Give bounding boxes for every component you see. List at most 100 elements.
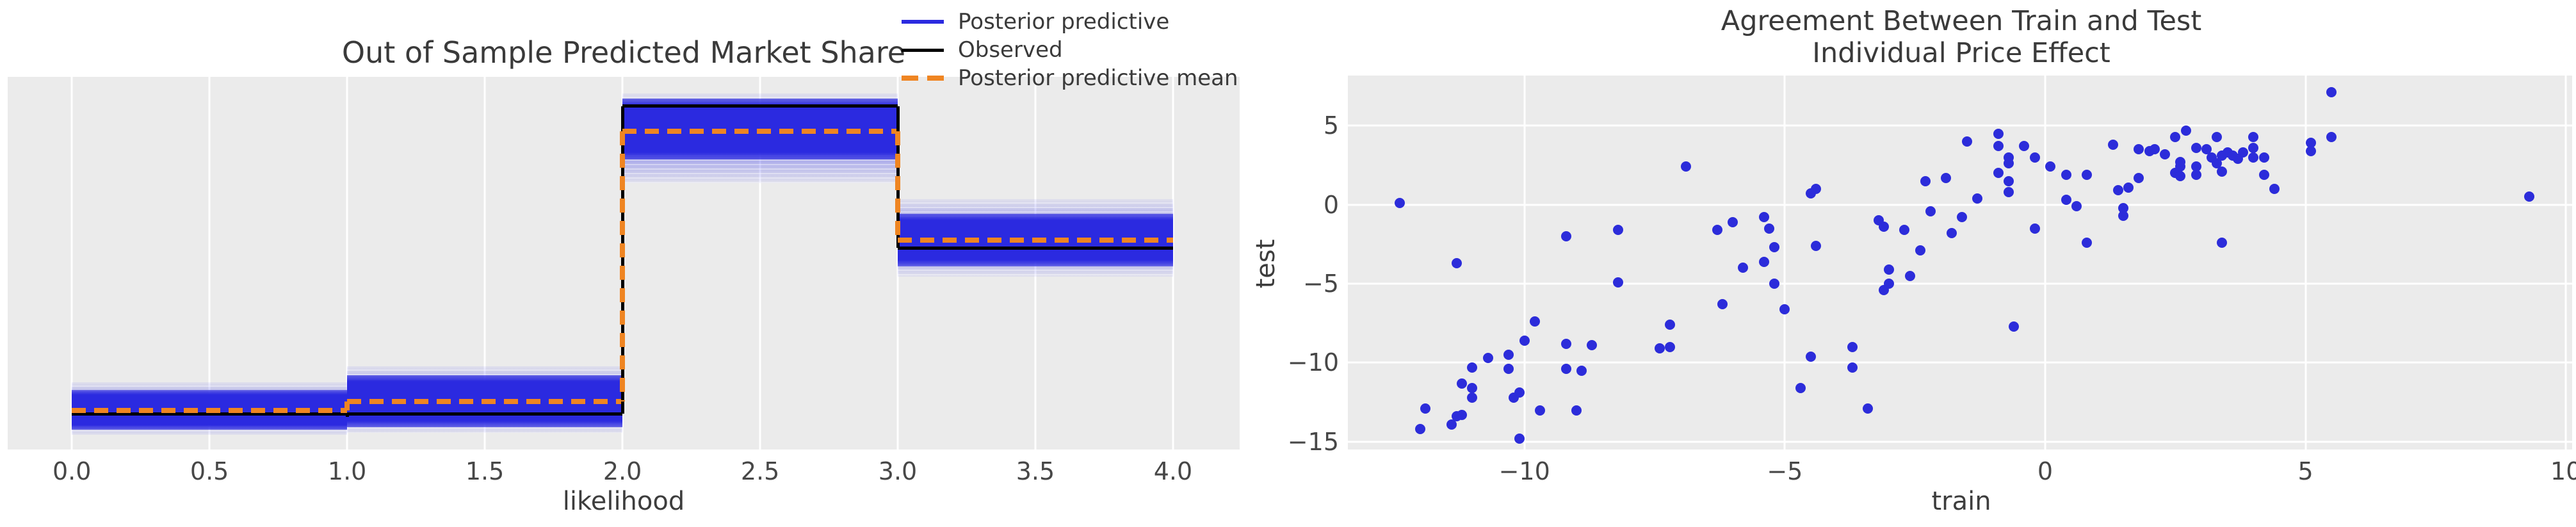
scatter-point (2170, 131, 2181, 142)
x-gridline (759, 77, 761, 450)
x-gridline (1172, 77, 1174, 450)
legend-item-posterior-predictive-mean: Posterior predictive mean (902, 64, 1238, 92)
scatter-point (1665, 341, 1676, 352)
scatter-point (1847, 341, 1858, 352)
scatter-point (1915, 245, 1925, 256)
scatter-point (2134, 172, 2144, 183)
observed-line (347, 412, 623, 416)
scatter-point (1956, 212, 1967, 223)
x-tick-label: 10 (2550, 457, 2576, 485)
scatter-point (2134, 144, 2144, 155)
right-plot-title: Agreement Between Train and Test Individ… (1721, 5, 2201, 69)
x-tick-label: −10 (1498, 457, 1550, 485)
scatter-point (1509, 392, 1519, 403)
scatter-point (2175, 171, 2186, 182)
scatter-point (2082, 169, 2093, 180)
y-gridline (1348, 441, 2572, 443)
scatter-point (1795, 382, 1806, 393)
scatter-point (2258, 152, 2269, 163)
scatter-point (2160, 149, 2171, 159)
y-gridline (1348, 282, 2572, 285)
scatter-point (1665, 320, 1676, 330)
y-gridline (1348, 124, 2572, 127)
scatter-point (2248, 142, 2259, 153)
x-tick-label: 0.5 (190, 457, 229, 485)
x-tick-label: 0 (2037, 457, 2054, 485)
scatter-point (1758, 256, 1769, 267)
left-xlabel: likelihood (562, 487, 685, 516)
scatter-point (2112, 185, 2123, 196)
posterior-predictive-mean-line (622, 128, 898, 134)
scatter-point (1613, 225, 1624, 236)
scatter-point (1779, 304, 1790, 314)
scatter-point (1805, 351, 1816, 362)
mean-step-connector (344, 401, 350, 410)
scatter-point (2212, 158, 2223, 169)
scatter-point (2123, 182, 2134, 193)
scatter-point (2217, 166, 2228, 177)
scatter-point (1899, 225, 1910, 236)
observed-step-connector (345, 414, 349, 418)
right-ylabel: test (1251, 239, 1281, 289)
scatter-point (1457, 378, 1468, 389)
scatter-point (2019, 141, 2030, 152)
scatter-point (1805, 188, 1816, 199)
x-gridline (346, 77, 348, 450)
scatter-point (2326, 131, 2337, 142)
scatter-point (1993, 141, 2004, 152)
scatter-point (2238, 147, 2248, 158)
scatter-point (1712, 225, 1722, 236)
scatter-point (1680, 161, 1691, 172)
legend-label: Observed (958, 37, 1063, 63)
mean-step-connector (620, 131, 626, 401)
scatter-point (2248, 152, 2259, 163)
x-tick-label: 4.0 (1153, 457, 1193, 485)
right-plot-title-line1: Agreement Between Train and Test (1721, 5, 2202, 37)
scatter-point (1451, 257, 1462, 268)
scatter-point (2071, 201, 2082, 212)
scatter-point (1655, 343, 1665, 354)
legend-item-posterior-predictive: Posterior predictive (902, 8, 1238, 36)
posterior-predictive-mean-line (347, 398, 623, 404)
scatter-point (1811, 240, 1822, 251)
scatter-point (1560, 364, 1571, 375)
scatter-point (1904, 270, 1915, 281)
scatter-point (1717, 299, 1728, 310)
y-gridline (1348, 361, 2572, 364)
scatter-point (1560, 231, 1571, 242)
y-tick-label: 5 (1323, 111, 1339, 140)
scatter-point (2217, 237, 2228, 248)
posterior-predictive-mean-line (898, 237, 1173, 243)
scatter-point (1961, 136, 1972, 147)
scatter-point (2524, 191, 2535, 202)
scatter-point (2326, 87, 2337, 98)
scatter-point (1920, 175, 1931, 186)
x-gridline (483, 77, 486, 450)
scatter-point (1883, 264, 1894, 275)
y-tick-label: −5 (1302, 270, 1339, 298)
scatter-point (1763, 223, 1774, 234)
y-gridline (1348, 204, 2572, 206)
scatter-point (1571, 405, 1582, 416)
right-plot-title-line2: Individual Price Effect (1812, 37, 2110, 69)
scatter-point (2004, 186, 2014, 197)
legend-item-observed: Observed (902, 36, 1238, 64)
mean-step-connector (895, 131, 900, 240)
scatter-point (1863, 403, 1874, 414)
scatter-point (1457, 409, 1468, 420)
x-tick-label: 2.5 (740, 457, 780, 485)
scatter-point (2118, 202, 2128, 213)
x-gridline (70, 77, 73, 450)
scatter-point (1535, 405, 1546, 416)
right-plot-area (1348, 76, 2572, 450)
scatter-point (1847, 362, 1858, 373)
scatter-point (1560, 338, 1571, 349)
legend-label: Posterior predictive (958, 9, 1170, 35)
scatter-point (2029, 152, 2040, 163)
x-gridline (1783, 76, 1786, 450)
scatter-point (1993, 128, 2004, 139)
observed-line (622, 104, 898, 108)
scatter-point (1946, 228, 1957, 239)
scatter-point (2061, 195, 2071, 206)
